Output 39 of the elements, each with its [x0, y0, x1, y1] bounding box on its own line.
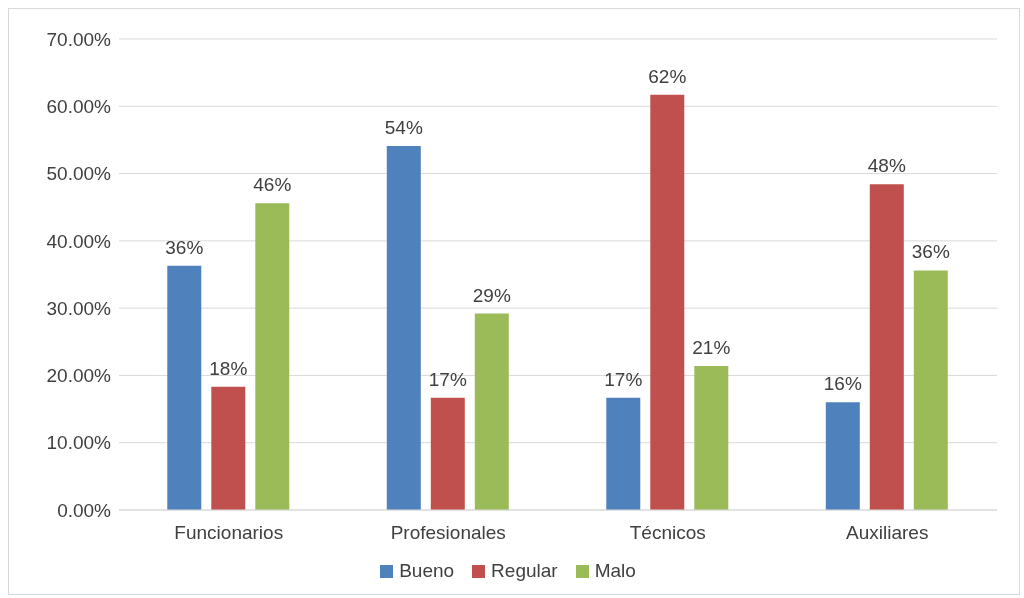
bar — [167, 265, 202, 510]
data-label: 46% — [253, 174, 292, 196]
data-label: 62% — [648, 65, 687, 87]
data-label: 16% — [823, 373, 862, 395]
data-label: 29% — [472, 284, 511, 306]
bar — [869, 184, 904, 510]
y-tick-label: 20.00% — [46, 365, 112, 387]
data-label: 18% — [209, 357, 248, 379]
data-label: 36% — [911, 241, 950, 263]
bar — [255, 203, 290, 510]
x-tick-label: Profesionales — [390, 522, 506, 544]
legend-label: Regular — [491, 560, 558, 582]
bar — [913, 270, 948, 510]
bar — [606, 397, 641, 510]
y-tick-label: 30.00% — [46, 297, 112, 319]
y-tick-label: 60.00% — [46, 96, 112, 118]
legend-label: Malo — [594, 560, 636, 582]
data-label: 17% — [604, 368, 643, 390]
y-tick-label: 70.00% — [46, 28, 112, 50]
data-label: 54% — [384, 116, 423, 138]
bar — [386, 145, 421, 510]
bar — [825, 402, 860, 510]
data-label: 17% — [428, 368, 467, 390]
bar — [430, 397, 465, 510]
legend-label: Bueno — [399, 560, 455, 582]
y-tick-label: 0.00% — [57, 499, 112, 521]
x-tick-label: Técnicos — [629, 522, 706, 544]
x-tick-label: Auxiliares — [846, 522, 929, 544]
bar — [694, 366, 729, 510]
y-tick-label: 50.00% — [46, 163, 112, 185]
x-tick-label: Funcionarios — [174, 522, 284, 544]
data-label: 36% — [165, 236, 204, 258]
bar — [474, 313, 509, 510]
bar — [650, 94, 685, 510]
y-tick-label: 40.00% — [46, 230, 112, 252]
data-label: 48% — [867, 155, 906, 177]
y-tick-label: 10.00% — [46, 432, 112, 454]
bar — [211, 386, 246, 510]
data-label: 21% — [692, 337, 731, 359]
